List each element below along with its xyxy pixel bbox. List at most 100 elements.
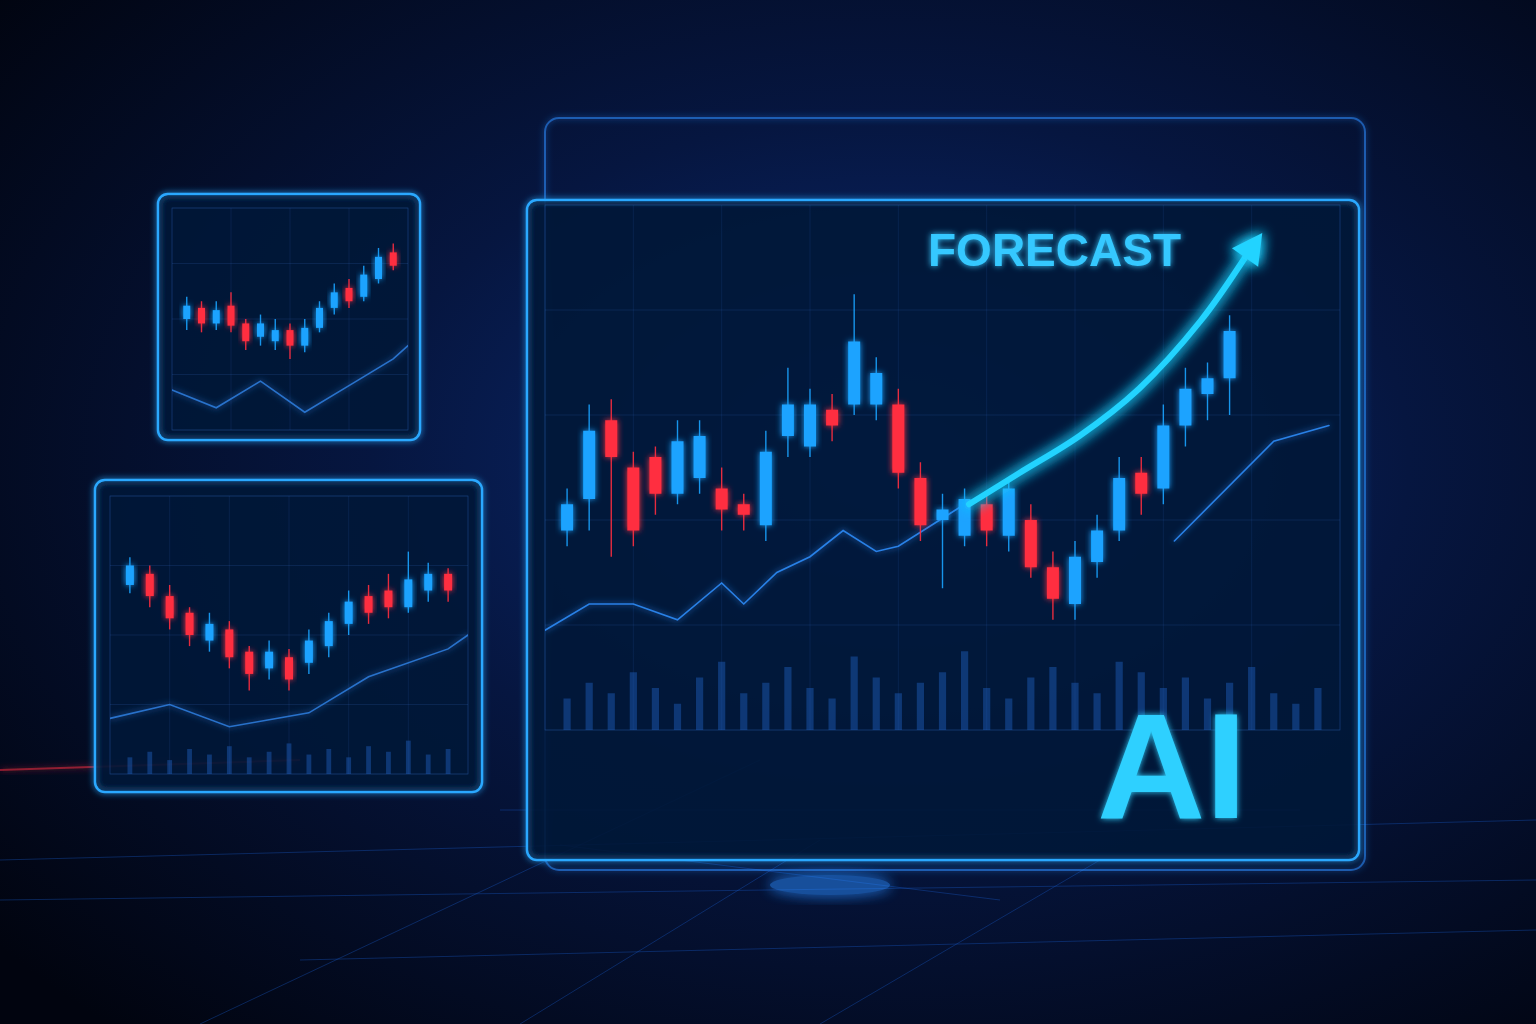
candle-body (1202, 378, 1214, 394)
volume-bar (1071, 683, 1078, 730)
candle-body (424, 574, 432, 591)
background (0, 0, 1536, 1024)
candle-body (561, 504, 573, 530)
candle-body (213, 310, 220, 323)
volume-bar (917, 683, 924, 730)
grid-line-y (545, 625, 1340, 626)
floor-line (520, 840, 820, 1024)
chart-1 (95, 480, 482, 792)
candle-body (126, 566, 134, 585)
volume-bar (406, 741, 411, 774)
candle-body (242, 323, 249, 341)
volume-bar (306, 755, 311, 774)
candle-body (826, 410, 838, 426)
volume-bar (806, 688, 813, 730)
candle-body (738, 504, 750, 515)
volume-bar (740, 693, 747, 730)
plot-frame (545, 205, 1340, 730)
annotation: AI (1097, 682, 1247, 850)
candle-body (1069, 557, 1081, 604)
candle-body (301, 328, 308, 346)
grid-line-y (545, 415, 1340, 416)
candle-body (1113, 478, 1125, 531)
grid-line-x (1251, 205, 1252, 730)
volume-bar (563, 699, 570, 731)
candle-body (186, 613, 194, 635)
volume-bar (895, 693, 902, 730)
annotation: FORECAST (928, 224, 1181, 276)
volume-bar (873, 678, 880, 731)
candle-body (937, 510, 949, 521)
candle-body (1025, 520, 1037, 567)
volume-bar (718, 662, 725, 730)
grid-line-x (408, 496, 409, 774)
volume-bar (1248, 667, 1255, 730)
candle-body (1179, 389, 1191, 426)
candles (561, 294, 1236, 620)
volume-bar (346, 757, 351, 774)
volume-bar (386, 752, 391, 774)
trend-line (110, 635, 468, 727)
candle-body (305, 641, 313, 663)
volume-bar (426, 755, 431, 774)
floor-line (0, 880, 1536, 900)
volume-bar (762, 683, 769, 730)
chart-2: FORECAST AI (527, 200, 1359, 860)
grid-line-x (290, 208, 291, 430)
volume-bar (961, 651, 968, 730)
candle-body (146, 574, 154, 596)
plot-frame (110, 496, 468, 774)
candle-body (345, 602, 353, 624)
forecast-arrowhead (1232, 233, 1262, 267)
volume-bar (287, 743, 292, 774)
candle-body (166, 596, 174, 618)
candle-body (627, 468, 639, 531)
candle-body (870, 373, 882, 405)
candle-body (1047, 567, 1059, 599)
candle-body (1003, 489, 1015, 536)
panel-frame (95, 480, 482, 792)
plot-marks (110, 552, 468, 774)
candle-body (804, 405, 816, 447)
volume-bar (446, 749, 451, 774)
candle-body (287, 330, 294, 346)
volume-bar (187, 749, 192, 774)
volume-bar (366, 746, 371, 774)
grid (545, 205, 1340, 730)
candle-body (346, 288, 353, 301)
candle-body (914, 478, 926, 525)
plot-frame (172, 208, 408, 430)
candle-body (404, 579, 412, 607)
candle-body (981, 504, 993, 530)
volume-bar (696, 678, 703, 731)
candle-body (694, 436, 706, 478)
grid-line-x (349, 208, 350, 430)
candle-body (716, 489, 728, 510)
candle-body (384, 591, 392, 608)
volume-bar (1005, 699, 1012, 731)
forecast-line (969, 258, 1245, 505)
volume-bar (828, 699, 835, 731)
grid-line-x (289, 496, 290, 774)
candle-body (1224, 331, 1236, 378)
canvas: FORECAST AI (0, 0, 1536, 1024)
root: FORECAST AI (0, 0, 1536, 1024)
volume-bar (1292, 704, 1299, 730)
volume-bar (127, 757, 132, 774)
candles (126, 552, 452, 691)
volume-bar (652, 688, 659, 730)
volume-bar (608, 693, 615, 730)
candle-body (257, 323, 264, 336)
candle-body (782, 405, 794, 437)
trend-line (545, 426, 1329, 631)
candle-body (245, 652, 253, 674)
volume-bar (851, 657, 858, 731)
grid (110, 496, 468, 774)
candle-body (375, 257, 382, 279)
grid-line-y (545, 310, 1340, 311)
volume-bar (1270, 693, 1277, 730)
candles (183, 244, 397, 359)
grid-line-x (169, 496, 170, 774)
candle-body (183, 306, 190, 319)
grid-line-x (1075, 205, 1076, 730)
